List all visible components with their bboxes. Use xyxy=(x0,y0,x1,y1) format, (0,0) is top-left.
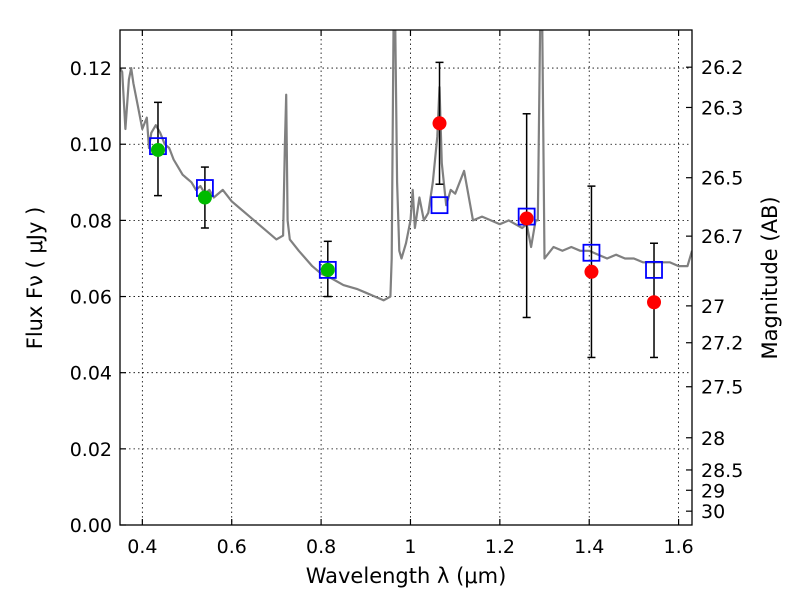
observed-point-marker xyxy=(432,116,447,131)
mag-tick-label: 30 xyxy=(701,501,725,523)
x-tick-label: 0.8 xyxy=(306,536,336,558)
model-square-marker xyxy=(318,260,337,279)
y-tick-label: 0.00 xyxy=(70,515,112,537)
y2-axis-title: Magnitude (AB) xyxy=(758,196,782,359)
y-tick-label: 0.10 xyxy=(70,134,112,156)
mag-tick-label: 26.3 xyxy=(701,97,743,119)
observed-point-marker xyxy=(584,264,599,279)
error-bars-layer xyxy=(153,61,659,359)
grid xyxy=(120,30,692,525)
observed-point-marker xyxy=(647,295,662,310)
mag-tick-label: 27.2 xyxy=(701,333,743,355)
mag-tick-label: 29 xyxy=(701,480,725,502)
x-tick-label: 1 xyxy=(404,536,416,558)
mag-tick-label: 26.5 xyxy=(701,168,743,190)
x-tick-label: 1.4 xyxy=(574,536,604,558)
model-square-marker xyxy=(430,196,449,215)
x-axis-title: Wavelength λ (μm) xyxy=(306,564,507,588)
mag-tick-label: 26.7 xyxy=(701,226,743,248)
template-sed-layer xyxy=(120,30,692,302)
plot-frame xyxy=(119,29,693,526)
observed-point-marker xyxy=(150,142,165,157)
y-tick-label: 0.02 xyxy=(70,439,112,461)
x-tick-label: 0.4 xyxy=(127,536,157,558)
mag-tick-label: 28.5 xyxy=(701,460,743,482)
y-tick-label: 0.04 xyxy=(70,363,112,385)
observed-point-marker xyxy=(320,262,335,277)
markers-layer xyxy=(149,116,663,310)
template-sed-line xyxy=(120,30,692,302)
mag-tick-label: 27.5 xyxy=(701,377,743,399)
mag-tick-label: 26.2 xyxy=(701,57,743,79)
y-axis-title: Flux Fν ( μJy ) xyxy=(23,207,47,350)
tick-marks xyxy=(120,30,692,526)
y-tick-label: 0.06 xyxy=(70,287,112,309)
y-tick-label: 0.08 xyxy=(70,210,112,232)
mag-tick-label: 27 xyxy=(701,296,725,318)
x-tick-label: 1.2 xyxy=(485,536,515,558)
mag-tick-label: 28 xyxy=(701,428,725,450)
observed-point-marker xyxy=(197,190,212,205)
model-square-marker xyxy=(645,260,663,279)
observed-point-marker xyxy=(519,211,534,226)
x-tick-label: 0.6 xyxy=(217,536,247,558)
y-tick-label: 0.12 xyxy=(70,58,112,80)
x-tick-label: 1.6 xyxy=(663,536,693,558)
model-square-marker xyxy=(582,243,601,262)
tick-labels: 0.4 0.6 0.8 1 1.2 1.4 1.6 0.00 0.02 0.04 0.06 0.08 0… xyxy=(70,57,744,558)
